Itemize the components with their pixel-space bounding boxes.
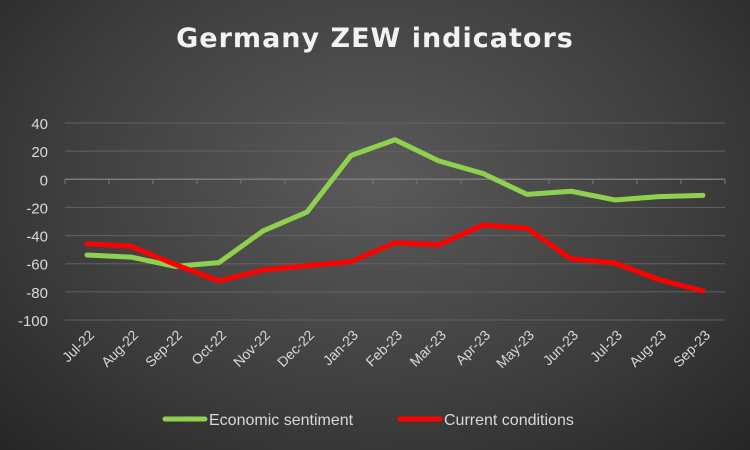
y-tick-label: -100: [18, 313, 48, 330]
x-tick-label: Jun-23: [540, 327, 582, 369]
x-tick-label: Dec-22: [274, 327, 317, 370]
y-tick-label: -40: [26, 229, 48, 246]
x-tick-label: Jan-23: [320, 327, 362, 369]
x-tick-label: Apr-23: [452, 327, 493, 368]
series-line-current-conditions: [84, 222, 706, 294]
x-tick-label: Sep-23: [670, 327, 713, 370]
y-tick-label: -80: [26, 285, 48, 302]
x-tick-label: Jul-22: [59, 327, 97, 365]
x-tick-label: Sep-22: [142, 327, 185, 370]
x-tick-label: Mar-23: [406, 327, 449, 370]
x-tick-label: Nov-22: [230, 327, 273, 370]
x-tick-label: Jul-23: [587, 327, 625, 365]
y-tick-label: -60: [26, 257, 48, 274]
y-tick-label: 0: [40, 172, 48, 189]
y-tick-label: -20: [26, 200, 48, 217]
x-tick-label: Feb-23: [362, 327, 405, 370]
x-tick-label: Oct-22: [188, 327, 229, 368]
y-tick-label: 40: [31, 116, 48, 133]
x-tick-label: Aug-23: [626, 327, 669, 370]
chart-title: Germany ZEW indicators: [176, 23, 574, 54]
y-tick-label: 20: [31, 144, 48, 161]
legend-label: Economic sentiment: [209, 412, 354, 429]
legend-label: Current conditions: [444, 412, 574, 429]
x-tick-label: Aug-22: [98, 327, 141, 370]
x-tick-label: May-23: [493, 327, 537, 371]
series-line-economic-sentiment: [84, 137, 706, 269]
